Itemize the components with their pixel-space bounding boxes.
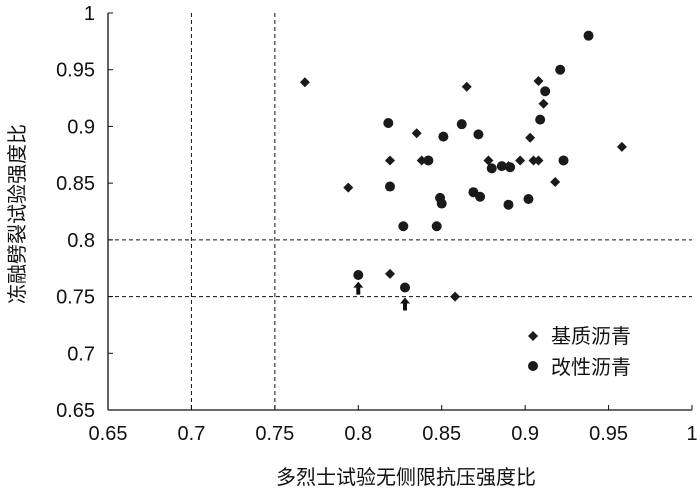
legend: 基质沥青 改性沥青 bbox=[528, 324, 631, 379]
diamond-point bbox=[384, 155, 395, 166]
legend-label-base-asphalt: 基质沥青 bbox=[551, 324, 631, 348]
diamond-point bbox=[616, 141, 627, 152]
y-tick-label: 0.65 bbox=[56, 400, 95, 422]
y-tick-label: 0.75 bbox=[56, 287, 95, 309]
circle-point bbox=[353, 270, 364, 281]
up-arrow-icon bbox=[400, 297, 411, 311]
circle-point bbox=[496, 161, 507, 172]
circle-point bbox=[555, 64, 566, 75]
legend-item-base-asphalt: 基质沥青 bbox=[528, 324, 631, 348]
diamond-point bbox=[533, 155, 544, 166]
circle-point bbox=[503, 199, 514, 210]
diamond-point bbox=[550, 177, 561, 188]
circle-point bbox=[398, 221, 409, 232]
diamond-point bbox=[525, 132, 536, 143]
diamond-point bbox=[384, 268, 395, 279]
diamond-point bbox=[538, 98, 549, 109]
circle-point bbox=[523, 194, 534, 205]
circle-point bbox=[583, 30, 594, 41]
diamond-point bbox=[411, 128, 422, 139]
x-tick-label: 1 bbox=[686, 423, 697, 445]
y-axis-title: 冻融劈裂试验强度比 bbox=[5, 124, 29, 304]
reference-lines bbox=[108, 13, 692, 410]
x-tick-label: 0.65 bbox=[89, 423, 128, 445]
bound-arrows bbox=[353, 281, 411, 311]
x-tick-label: 0.75 bbox=[255, 423, 294, 445]
circle-point bbox=[558, 155, 569, 166]
data-points bbox=[299, 30, 627, 302]
circle-point bbox=[431, 221, 442, 232]
diamond-point bbox=[450, 291, 461, 302]
legend-label-modified-asphalt: 改性沥青 bbox=[551, 355, 631, 379]
circle-point bbox=[456, 119, 467, 130]
circle-point bbox=[400, 282, 411, 293]
legend-circle-marker bbox=[528, 361, 538, 371]
up-arrow-icon bbox=[353, 281, 364, 295]
diamond-point bbox=[515, 155, 526, 166]
y-tick-labels: 0.65 0.7 0.75 0.8 0.85 0.9 0.95 1 bbox=[56, 3, 95, 422]
circle-point bbox=[438, 131, 449, 142]
circle-point bbox=[473, 129, 484, 140]
y-tick-label: 0.85 bbox=[56, 173, 95, 195]
x-tick-labels: 0.65 0.7 0.75 0.8 0.85 0.9 0.95 1 bbox=[89, 423, 698, 445]
diamond-point bbox=[461, 81, 472, 92]
circle-point bbox=[383, 118, 394, 129]
x-tick-label: 0.8 bbox=[344, 423, 372, 445]
circle-point bbox=[475, 191, 486, 202]
x-tick-label: 0.9 bbox=[511, 423, 539, 445]
axes bbox=[107, 12, 693, 411]
x-tick-label: 0.7 bbox=[178, 423, 206, 445]
y-tick-label: 0.7 bbox=[67, 343, 95, 365]
circle-point bbox=[384, 181, 395, 192]
circle-point bbox=[535, 114, 546, 125]
y-tick-label: 0.95 bbox=[56, 60, 95, 82]
circle-point bbox=[486, 163, 497, 174]
diamond-point bbox=[533, 76, 544, 87]
x-axis-title: 多烈士试验无侧限抗压强度比 bbox=[276, 465, 536, 489]
diamond-point bbox=[528, 155, 539, 166]
x-tick-label: 0.95 bbox=[589, 423, 628, 445]
y-tick-label: 1 bbox=[84, 3, 95, 25]
circle-point bbox=[540, 86, 551, 97]
circle-point bbox=[505, 162, 516, 173]
y-tick-label: 0.9 bbox=[67, 116, 95, 138]
circle-point bbox=[423, 155, 434, 166]
diamond-point bbox=[299, 77, 310, 88]
diamond-point bbox=[483, 155, 494, 166]
legend-diamond-marker bbox=[528, 331, 538, 341]
x-tick-label: 0.85 bbox=[422, 423, 461, 445]
circle-point bbox=[436, 198, 447, 209]
y-tick-label: 0.8 bbox=[67, 230, 95, 252]
diamond-point bbox=[343, 182, 354, 193]
legend-item-modified-asphalt: 改性沥青 bbox=[528, 355, 631, 379]
